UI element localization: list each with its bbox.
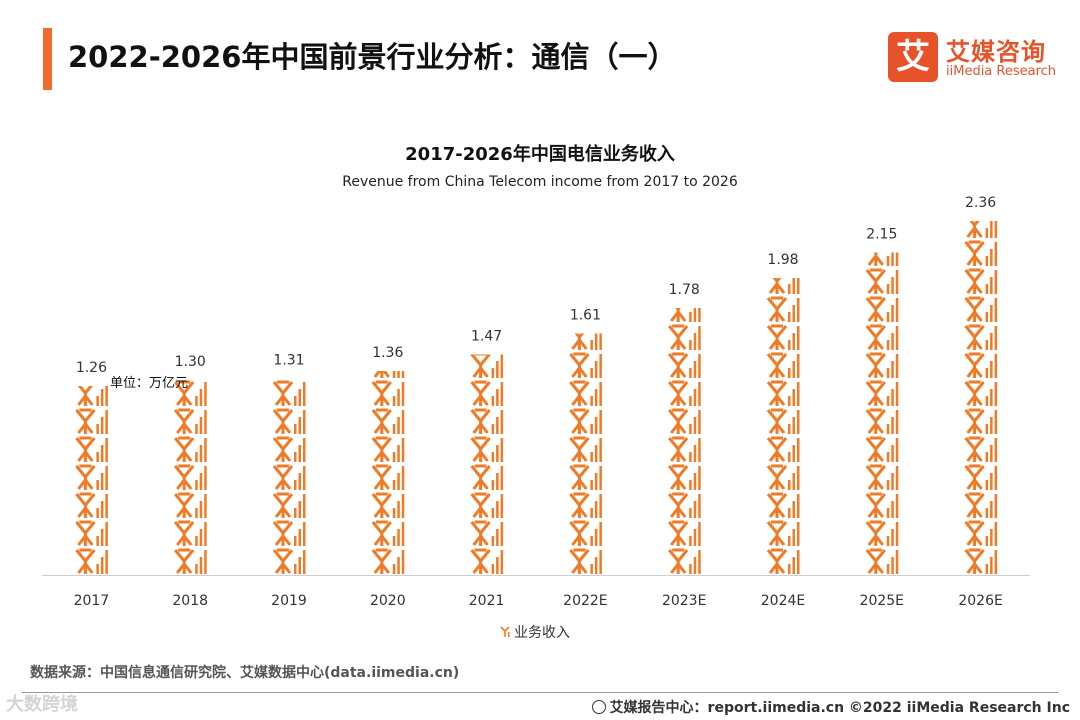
- logo-mark-icon: 艾: [888, 32, 938, 82]
- bar-2023E[interactable]: [668, 270, 701, 574]
- footer-credit: 艾媒报告中心：report.iimedia.cn ©2022 iiMedia R…: [591, 697, 1070, 717]
- page-title: 2022-2026年中国前景行业分析：通信（一）: [68, 40, 677, 74]
- x-tick-2026E: 2026E: [958, 593, 1002, 609]
- value-label-2023E: 1.78: [669, 282, 700, 298]
- value-label-2018: 1.30: [175, 354, 206, 370]
- legend-label: 业务收入: [514, 625, 570, 641]
- value-label-2021: 1.47: [471, 329, 502, 345]
- logo-en-text: iiMedia Research: [946, 64, 1057, 79]
- value-label-2024E: 1.98: [767, 252, 798, 268]
- x-tick-2019: 2019: [271, 593, 307, 609]
- bar-2022E[interactable]: [569, 298, 602, 574]
- logo-cn-text: 艾媒咨询: [946, 38, 1046, 66]
- legend[interactable]: 业务收入: [500, 622, 570, 642]
- chart-title: 2017-2026年中国电信业务收入: [405, 144, 675, 165]
- footer-credit-text: 艾媒报告中心：report.iimedia.cn ©2022 iiMedia R…: [609, 700, 1070, 716]
- brand-logo: 艾 艾媒咨询 iiMedia Research: [888, 32, 1058, 82]
- title-accent-bar: [43, 28, 52, 90]
- footer-divider: [22, 692, 1058, 693]
- bar-2018[interactable]: [174, 354, 207, 574]
- globe-icon: [591, 700, 606, 714]
- value-label-2020: 1.36: [372, 345, 403, 361]
- bar-2024E[interactable]: [766, 242, 800, 574]
- bar-2019[interactable]: [272, 326, 306, 574]
- x-tick-2017: 2017: [74, 593, 110, 609]
- value-label-2026E: 2.36: [965, 195, 996, 211]
- value-label-2017: 1.26: [76, 360, 107, 376]
- value-label-2019: 1.31: [273, 353, 304, 369]
- value-label-2025E: 2.15: [866, 227, 897, 243]
- x-tick-2018: 2018: [172, 593, 208, 609]
- bar-2020[interactable]: [371, 326, 405, 574]
- x-tick-2025E: 2025E: [860, 593, 904, 609]
- x-tick-2021: 2021: [469, 593, 505, 609]
- bar-2021[interactable]: [470, 326, 504, 574]
- x-tick-2020: 2020: [370, 593, 406, 609]
- legend-antenna-icon: [500, 626, 510, 638]
- x-tick-2024E: 2024E: [761, 593, 805, 609]
- bar-2026E[interactable]: [964, 186, 998, 574]
- bar-2017[interactable]: [75, 354, 108, 574]
- value-label-2022E: 1.61: [570, 308, 601, 324]
- watermark: 大数跨境: [6, 694, 78, 715]
- data-source: 数据来源：中国信息通信研究院、艾媒数据中心(data.iimedia.cn): [30, 665, 460, 681]
- bar-2025E[interactable]: [865, 214, 899, 574]
- x-tick-2023E: 2023E: [662, 593, 706, 609]
- x-tick-2022E: 2022E: [563, 593, 607, 609]
- chart-subtitle: Revenue from China Telecom income from 2…: [342, 174, 738, 190]
- unit-label: 单位：万亿元: [110, 376, 189, 391]
